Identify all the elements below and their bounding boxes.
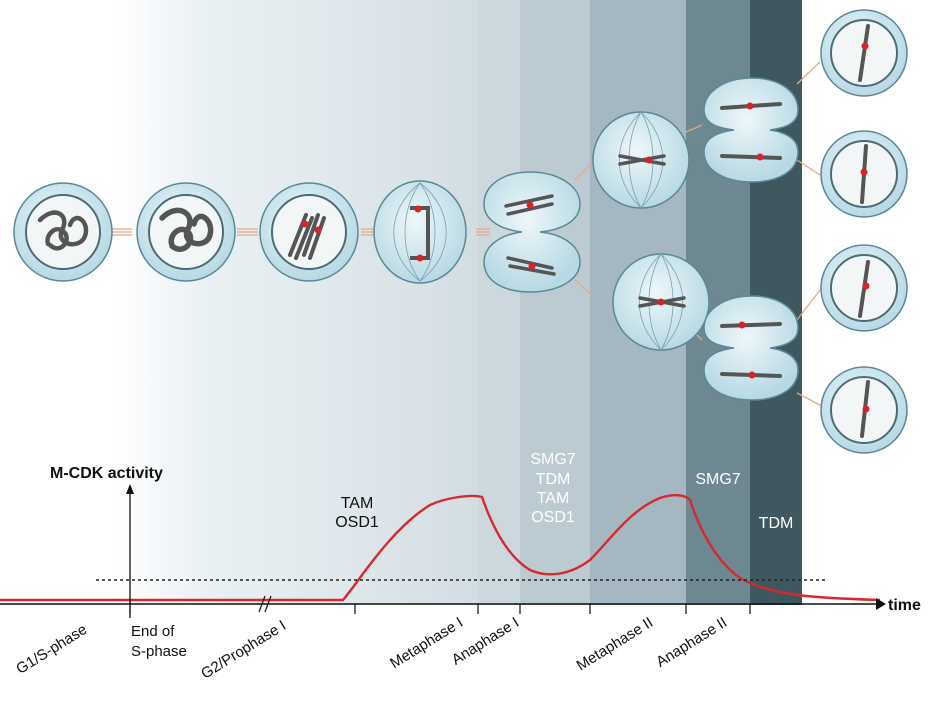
stage-label-g1s: G1/S-phase bbox=[13, 621, 90, 678]
cell-anaphase-ii-bottom bbox=[703, 295, 799, 401]
regulator-smg7-2: SMG7 bbox=[695, 471, 740, 488]
x-axis-label: time bbox=[888, 597, 921, 614]
regulator-smg7-1: SMG7 bbox=[530, 451, 575, 468]
regulator-tdm-1: TDM bbox=[536, 471, 571, 488]
y-axis-label: M-CDK activity bbox=[50, 465, 163, 482]
cell-metaphase-i bbox=[373, 180, 467, 284]
regulator-osd1-2: OSD1 bbox=[531, 509, 575, 526]
cell-end-s bbox=[136, 182, 236, 282]
stage-label-anaphase-ii: Anaphase II bbox=[653, 614, 730, 671]
regulator-tam-2: TAM bbox=[537, 490, 570, 507]
stage-label-metaphase-ii: Metaphase II bbox=[574, 614, 657, 674]
band-interkinesis bbox=[520, 0, 590, 605]
cell-product-4 bbox=[820, 366, 908, 454]
stage-label-end-of: End of bbox=[131, 623, 175, 640]
cell-product-1 bbox=[820, 9, 908, 97]
regulator-group-1: TAM OSD1 bbox=[335, 495, 379, 531]
band-fade bbox=[110, 0, 480, 605]
cell-product-3 bbox=[820, 244, 908, 332]
regulator-osd1-1: OSD1 bbox=[335, 514, 379, 531]
stage-label-s-phase: S-phase bbox=[131, 643, 187, 660]
cell-g1s bbox=[13, 182, 113, 282]
cell-metaphase-ii-top bbox=[592, 111, 690, 209]
cell-product-2 bbox=[820, 130, 908, 218]
cell-metaphase-ii-bottom bbox=[612, 253, 710, 351]
band-anaphase-i bbox=[478, 0, 520, 605]
regulator-group-2: SMG7 TDM TAM OSD1 bbox=[530, 451, 575, 526]
cell-prophase-i bbox=[259, 182, 359, 282]
regulator-tam-1: TAM bbox=[341, 495, 374, 512]
cell-anaphase-i bbox=[483, 171, 581, 293]
y-axis bbox=[126, 484, 134, 618]
cell-anaphase-ii-top bbox=[703, 77, 799, 183]
regulator-tdm-2: TDM bbox=[759, 515, 794, 532]
mcdk-activity-curve bbox=[0, 494, 881, 602]
x-axis bbox=[0, 595, 886, 614]
stage-label-g2-prophase-i: G2/Prophase I bbox=[198, 617, 289, 683]
